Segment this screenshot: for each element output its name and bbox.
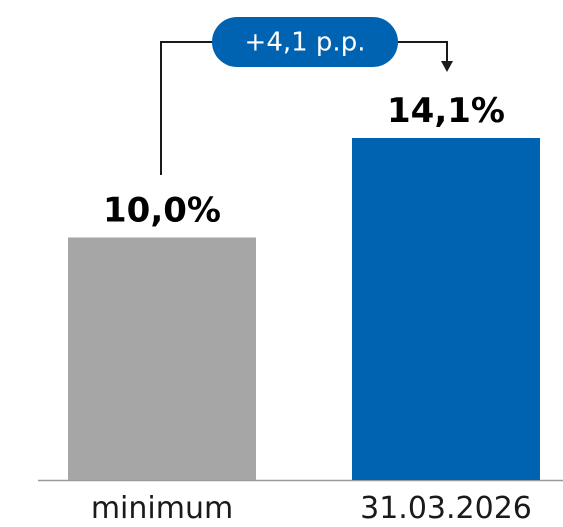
change-badge [212,17,398,67]
change-badge-label: +4,1 p.p. [245,28,366,58]
x-tick-label-1: minimum [91,491,233,526]
bar-2 [352,138,540,480]
bar-1 [68,237,256,480]
arrow-down-icon [441,61,453,72]
bar-value-label-1: 10,0% [103,190,221,230]
change-annotation: +4,1 p.p. [160,17,453,175]
x-tick-label-2: 31.03.2026 [360,491,532,526]
bar-value-label-2: 14,1% [387,91,505,131]
